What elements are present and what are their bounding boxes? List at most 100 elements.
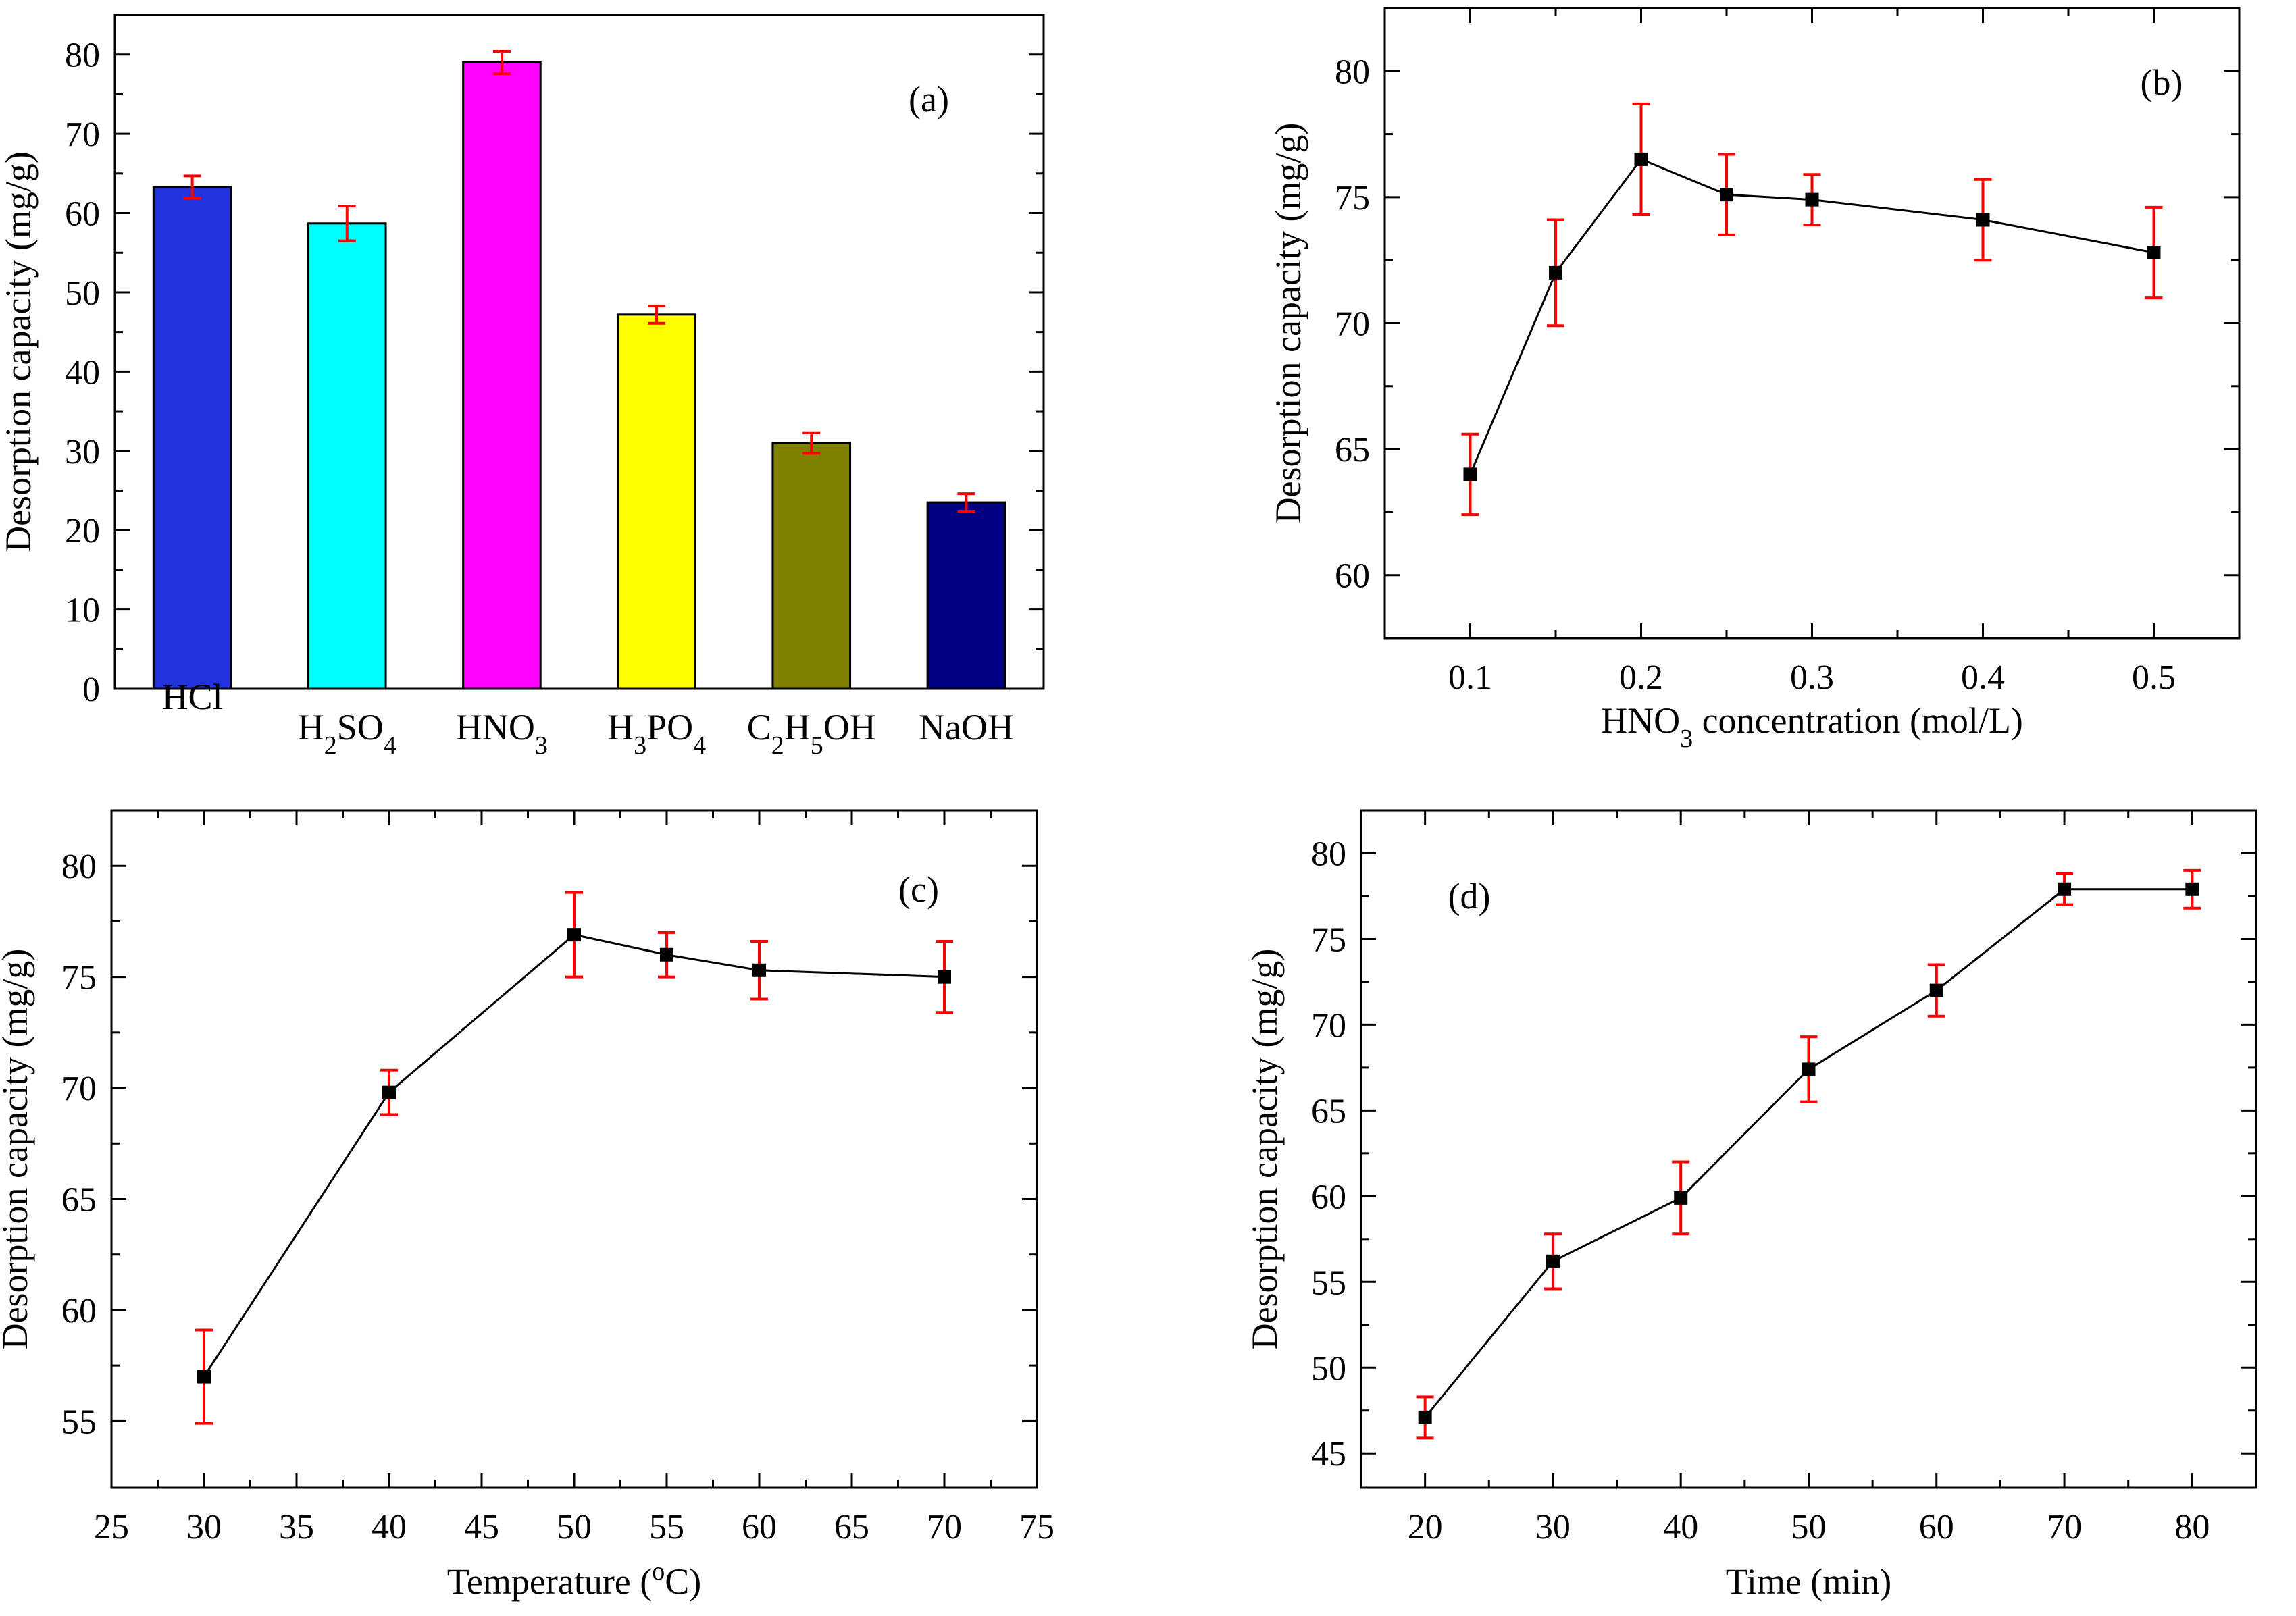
category-label: HCl [162,677,223,717]
x-tick-label: 0.2 [1619,658,1663,697]
panel-label: (d) [1448,876,1491,916]
data-point-marker [660,947,673,962]
plot-frame [1360,809,2257,1489]
data-point-marker [1802,1062,1816,1076]
plot-frame [113,14,1045,690]
chart-panel-c: 55 60 65 70 75 80 Desorption capacity (mg/g) (c… [0,809,1054,1602]
chart-panel-a: 0 10 20 30 40 50 60 70 80 Desorption capacity (mg… [0,14,1045,760]
y-tick-label: 75 [1311,920,1346,959]
category-label: HNO3 [456,707,548,760]
error-bar [648,304,666,325]
y-tick-label: 65 [1311,1092,1346,1130]
y-axis-title: Desorption capacity (mg/g) [0,151,39,552]
chart-panel-d: 45 50 55 60 65 70 75 80 Desorption capacity (mg/… [1244,809,2257,1602]
y-axis-title: Desorption capacity (mg/g) [0,949,35,1350]
x-tick-label: 70 [2047,1508,2082,1546]
x-tick-label: 50 [557,1508,592,1546]
data-point-marker [1546,1254,1560,1268]
data-point-marker [2147,246,2161,260]
plot-frame [1383,7,2241,640]
data-point-marker [567,928,581,942]
data-point-marker [1976,213,1990,227]
x-tick-label: 65 [834,1508,869,1546]
y-tick-label: 70 [1335,305,1370,344]
error-bar [957,492,975,513]
data-point-marker [197,1370,211,1384]
y-axis-title: Desorption capacity (mg/g) [1244,949,1285,1350]
category-label: H3PO4 [607,707,706,760]
bar-hcl [152,186,232,690]
y-tick-label: 75 [1335,179,1370,217]
data-point-marker [1720,188,1733,202]
y-tick-label: 65 [61,1180,97,1219]
panel-label: (c) [898,869,939,910]
y-tick-label: 55 [61,1403,97,1441]
x-tick-label: 55 [649,1508,684,1546]
y-tick-label: 75 [61,959,97,997]
data-point-marker [1929,983,1943,997]
y-tick-label: 0 [82,671,100,709]
y-tick-label: 30 [65,433,100,471]
bar-hno3 [462,61,542,690]
data-point-marker [1549,265,1562,280]
y-tick-label: 45 [1311,1435,1346,1474]
category-label: H2SO4 [298,707,397,760]
bar-naoh [926,501,1006,690]
series-line [203,933,945,1378]
x-tick-label: 70 [927,1508,962,1546]
y-tick-label: 20 [65,512,100,550]
y-tick-label: 50 [1311,1349,1346,1388]
x-tick-label: 20 [1408,1508,1443,1546]
x-tick-label: 30 [1535,1508,1571,1546]
y-axis-title: Desorption capacity (mg/g) [1268,123,1308,524]
category-label: C2H5OH [747,707,876,760]
y-tick-label: 70 [61,1070,97,1108]
y-tick-label: 55 [1311,1263,1346,1302]
error-bar [338,204,356,242]
y-tick-label: 65 [1335,431,1370,469]
y-tick-label: 40 [65,353,100,392]
y-tick-label: 60 [1335,557,1370,596]
x-axis-title: HNO3 concentration (mol/L) [1601,700,2023,753]
y-tick-label: 70 [1311,1006,1346,1045]
y-tick-label: 10 [65,592,100,630]
x-tick-label: 80 [2174,1508,2210,1546]
x-axis-title: Time (min) [1726,1561,1892,1602]
x-axis-title: Temperature (oC) [447,1557,702,1602]
y-tick-label: 80 [1311,835,1346,873]
x-tick-label: 30 [186,1508,222,1546]
x-tick-label: 60 [742,1508,777,1546]
panel-label: (a) [909,79,949,120]
data-point-marker [2185,882,2199,896]
panel-label: (b) [2141,62,2183,103]
x-tick-label: 25 [94,1508,129,1546]
bar-h2so4 [307,222,387,690]
chart-panel-b: 60 65 70 75 80 Desorption capacity (mg/g) (b) 0… [1268,7,2241,753]
y-tick-label: 80 [65,36,100,75]
series-line [1424,888,2193,1418]
data-point-marker [938,970,951,984]
y-tick-label: 60 [1311,1178,1346,1216]
x-tick-label: 50 [1791,1508,1827,1546]
error-bar [183,174,201,200]
data-point-marker [382,1085,396,1099]
category-label: NaOH [919,707,1014,748]
y-tick-label: 70 [65,115,100,154]
y-tick-label: 60 [61,1292,97,1330]
x-tick-label: 0.3 [1790,658,1834,697]
x-tick-label: 0.5 [2132,658,2176,697]
x-tick-label: 40 [1663,1508,1698,1546]
x-tick-label: 40 [372,1508,407,1546]
x-tick-label: 75 [1019,1508,1054,1546]
x-tick-label: 35 [279,1508,314,1546]
data-point-marker [1805,192,1819,207]
data-point-marker [1674,1191,1688,1205]
data-point-marker [1463,467,1477,481]
bar-c2h5oh [771,442,852,690]
data-point-marker [1634,152,1648,166]
data-point-marker [1418,1410,1432,1424]
y-tick-label: 50 [65,274,100,313]
bar-h3po4 [617,313,696,690]
y-tick-label: 60 [65,195,100,234]
